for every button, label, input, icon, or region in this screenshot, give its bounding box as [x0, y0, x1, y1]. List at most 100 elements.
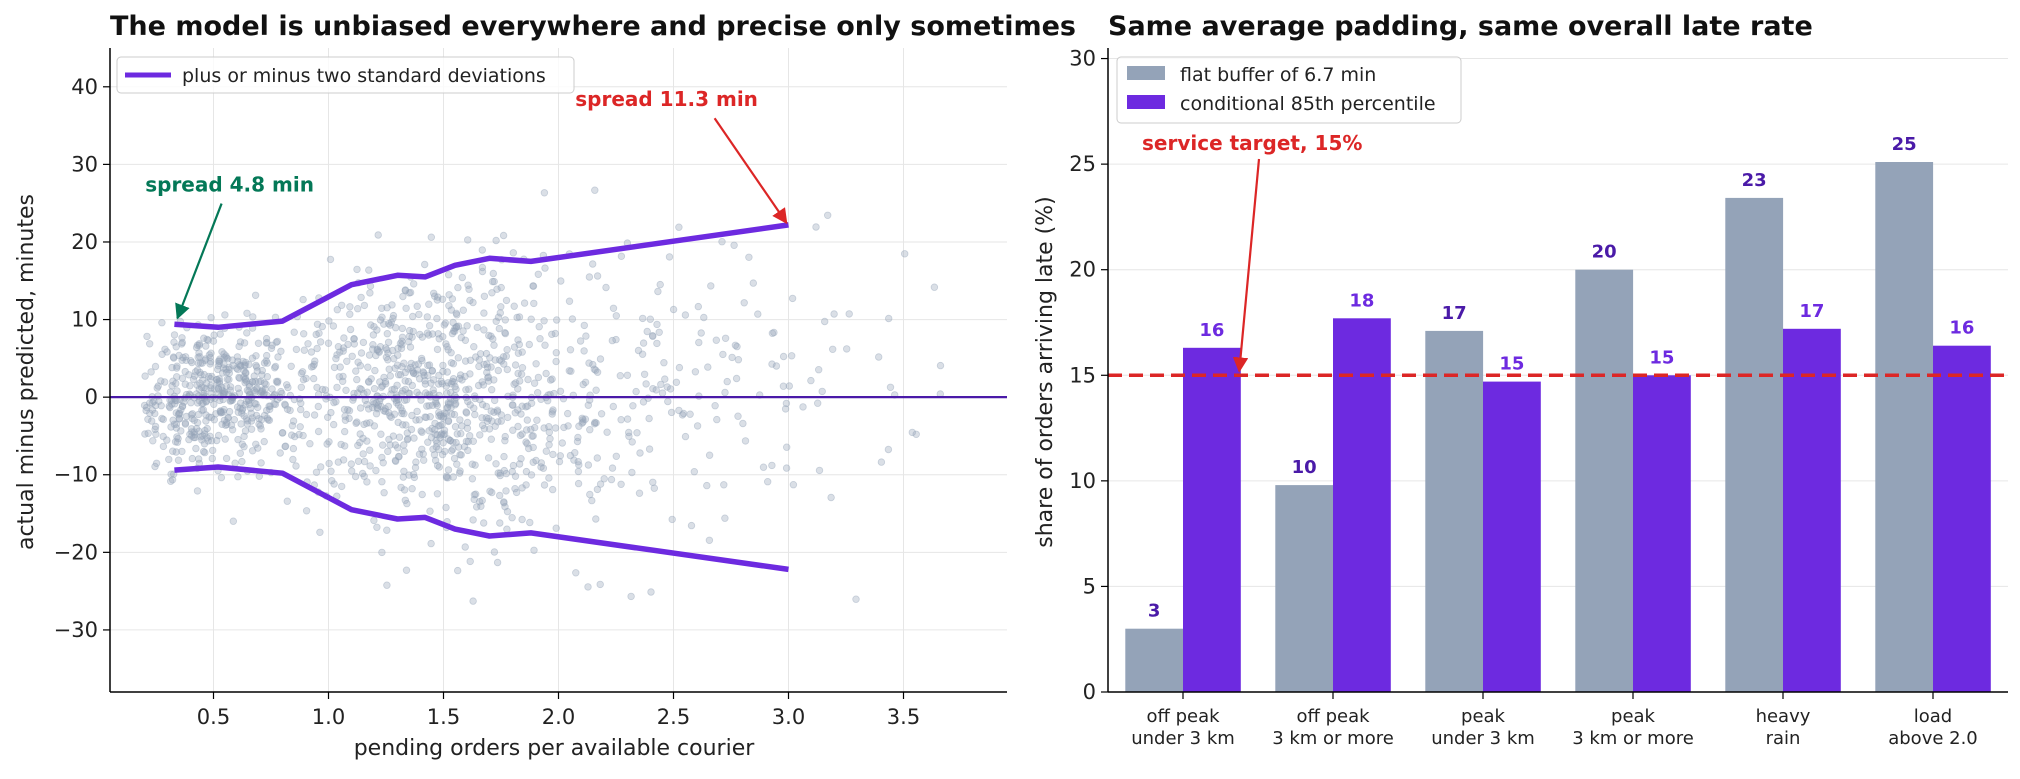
- residual-point: [165, 455, 173, 464]
- residual-point: [574, 479, 583, 488]
- residual-point: [300, 330, 308, 338]
- residual-point: [759, 463, 768, 471]
- residual-point: [271, 400, 280, 409]
- residual-point: [240, 412, 248, 420]
- residual-point: [336, 363, 344, 371]
- left-x-tick-label: 3.5: [887, 705, 920, 729]
- residual-point: [501, 329, 509, 337]
- residual-point: [251, 291, 260, 299]
- residual-point: [356, 384, 364, 393]
- residual-point: [419, 369, 428, 377]
- left-x-tick-label: 1.0: [312, 705, 345, 729]
- residual-point: [901, 250, 909, 258]
- residual-point: [248, 354, 257, 362]
- residual-point: [815, 366, 823, 374]
- residual-point: [202, 398, 210, 406]
- residual-point: [179, 353, 187, 362]
- residual-point: [174, 456, 183, 464]
- residual-point: [740, 299, 748, 307]
- residual-point: [243, 420, 251, 428]
- residual-point: [369, 341, 377, 349]
- residual-point: [433, 296, 441, 304]
- residual-point: [207, 349, 215, 357]
- residual-point: [235, 374, 244, 382]
- residual-point: [297, 369, 306, 378]
- residual-point: [252, 352, 260, 360]
- residual-point: [661, 375, 669, 383]
- residual-point: [306, 440, 314, 448]
- residual-point: [341, 427, 349, 436]
- residual-point: [170, 331, 179, 339]
- left-y-tick-label: −20: [54, 540, 98, 564]
- residual-point: [428, 424, 436, 433]
- residual-point: [341, 442, 349, 450]
- residual-point: [438, 420, 446, 429]
- residual-point: [175, 409, 183, 417]
- residual-point: [694, 302, 702, 311]
- residual-point: [608, 336, 616, 345]
- residual-point: [572, 569, 580, 577]
- residual-point: [462, 386, 470, 394]
- residual-point: [377, 402, 385, 411]
- residual-point: [270, 400, 278, 408]
- residual-point: [885, 314, 893, 323]
- residual-point: [517, 410, 525, 418]
- residual-point: [254, 339, 263, 347]
- residual-point: [463, 424, 472, 432]
- residual-point: [365, 351, 374, 359]
- residual-point: [728, 353, 736, 362]
- residual-point: [158, 414, 166, 423]
- residual-point: [348, 467, 356, 475]
- residual-point: [230, 416, 238, 424]
- residual-point: [339, 344, 348, 352]
- residual-point: [496, 519, 504, 527]
- residual-point: [494, 313, 503, 321]
- residual-point: [500, 466, 508, 475]
- residual-point: [503, 507, 512, 516]
- residual-point: [378, 548, 386, 557]
- residual-point: [212, 436, 221, 445]
- residual-point: [565, 297, 574, 305]
- residual-point: [442, 503, 450, 512]
- residual-point: [283, 405, 292, 413]
- residual-point: [523, 402, 532, 410]
- residual-point: [496, 309, 504, 317]
- residual-point: [656, 280, 664, 289]
- residual-point: [693, 422, 702, 430]
- residual-point: [170, 420, 179, 428]
- residual-point: [265, 402, 273, 410]
- residual-point: [464, 446, 472, 455]
- residual-point: [216, 355, 224, 363]
- residual-point: [241, 362, 249, 370]
- residual-point: [520, 299, 529, 307]
- residual-point: [551, 329, 559, 338]
- residual-point: [242, 415, 251, 423]
- residual-point: [393, 381, 401, 389]
- residual-point: [451, 382, 459, 391]
- residual-point: [398, 337, 406, 345]
- residual-point: [397, 404, 405, 412]
- residual-point: [608, 464, 617, 472]
- residual-point: [425, 322, 434, 330]
- residual-point: [500, 360, 508, 368]
- residual-point: [593, 272, 602, 280]
- residual-point: [450, 410, 459, 419]
- residual-point: [221, 421, 230, 429]
- residual-point: [351, 472, 360, 481]
- residual-point: [453, 311, 461, 319]
- residual-point: [664, 397, 672, 406]
- residual-point: [196, 359, 205, 367]
- residual-point: [502, 296, 511, 305]
- residual-point: [734, 412, 742, 420]
- residual-point: [390, 355, 398, 363]
- residual-point: [399, 387, 407, 395]
- residual-point: [194, 353, 202, 361]
- residual-point: [318, 322, 326, 331]
- residual-point: [340, 334, 348, 342]
- residual-point: [496, 471, 504, 480]
- residual-point: [186, 430, 194, 438]
- residual-point: [391, 364, 399, 372]
- residual-point: [381, 407, 389, 416]
- residual-point: [546, 435, 554, 443]
- residual-point: [324, 339, 333, 347]
